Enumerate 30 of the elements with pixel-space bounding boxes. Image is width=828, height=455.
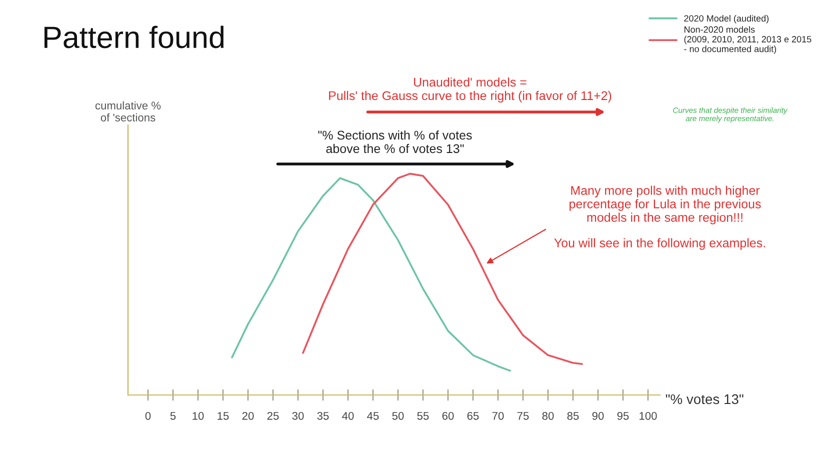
x-tick-label: 25 [267,412,279,420]
x-tick-label: 35 [317,412,329,420]
x-tick-label: 5 [170,412,176,420]
x-tick-label: 65 [467,412,479,420]
x-tick-label: 55 [417,412,429,420]
text: "% Sections with % of votes above the % of votes 13" [318,130,472,154]
x-tick-label: 75 [517,412,529,420]
x-tick-label: 40 [342,412,354,420]
x-tick-label: 30 [292,412,304,420]
x-tick-label: 60 [442,412,454,420]
x-tick-label: 80 [542,412,554,420]
legend-label: Non-2020 models (2009, 2010, 2011, 2013 e 2015 - no documented audit) [684,26,812,54]
x-tick-label: 90 [592,412,604,420]
x-tick-label: 45 [367,412,379,420]
annotation: You will see in the following examples. [554,238,765,250]
x-tick-label: 20 [242,412,254,420]
x-axis-title: "% votes 13" [666,394,744,404]
x-tick-label: 10 [192,412,204,420]
text: Unaudited' models = Pulls' the Gauss curve to the right (in favor of 11+2) [329,77,612,103]
x-tick-label: 95 [617,412,629,420]
chart-title: Pattern found [44,26,224,48]
x-tick-label: 0 [145,412,151,420]
y-axis-title: cumulative % of 'sections [95,101,161,122]
annotation: Many more polls with much higher percentage for Lula in the previous models in the same region!!! [570,186,761,224]
x-tick-label: 15 [218,412,229,420]
legend-label: 2020 Model (audited) [684,14,769,24]
x-tick-label: 100 [640,412,657,420]
x-tick-label: 70 [492,412,504,420]
x-tick-label: 85 [567,412,579,420]
x-tick-label: 50 [392,412,404,420]
